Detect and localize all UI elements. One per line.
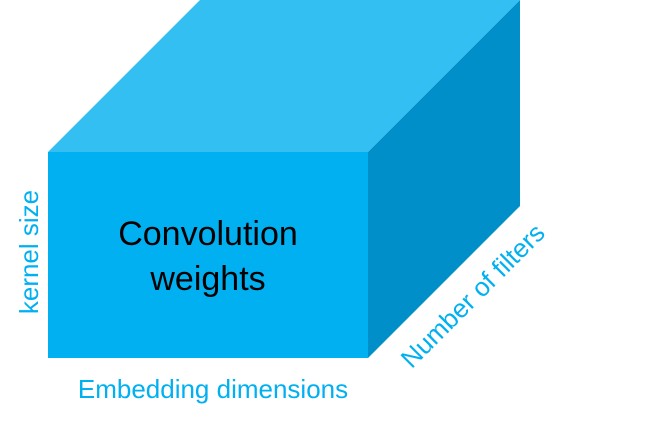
axis-label-kernel-size: kernel size	[14, 190, 44, 314]
center-label-line1: Convolution	[118, 215, 298, 253]
cube-front-face	[48, 152, 368, 358]
axis-label-embedding-dimensions: Embedding dimensions	[78, 374, 348, 404]
center-label-line2: weights	[149, 260, 265, 298]
